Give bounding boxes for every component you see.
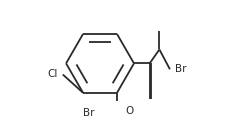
Text: Br: Br — [175, 64, 187, 74]
Text: Cl: Cl — [47, 69, 58, 79]
Text: Br: Br — [83, 109, 95, 118]
Text: O: O — [125, 106, 134, 116]
